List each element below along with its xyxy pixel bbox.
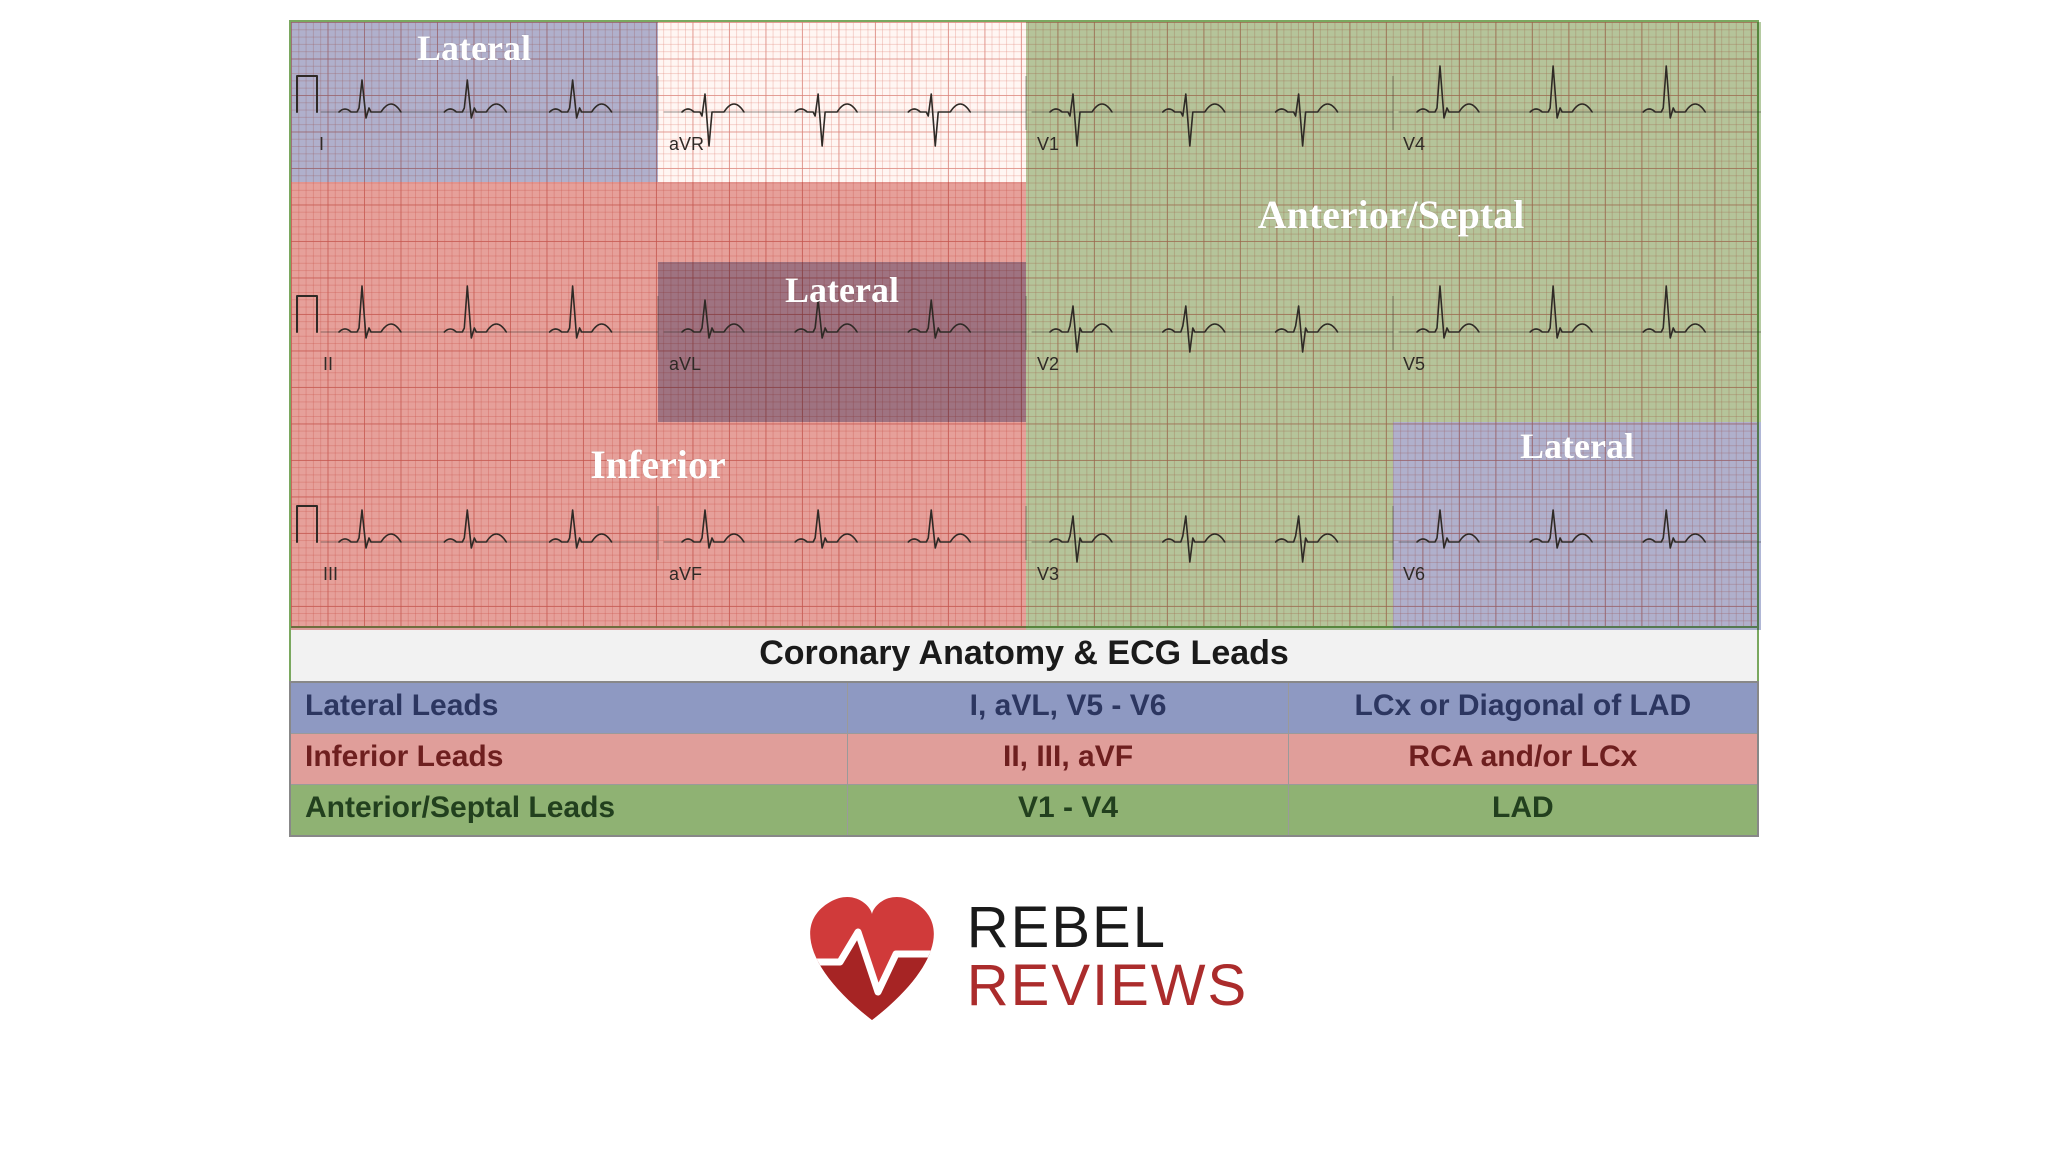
cell-artery: RCA and/or LCx [1288,734,1758,785]
cell-leads: V1 - V4 [848,785,1288,837]
heart-icon [800,892,945,1022]
cell-artery: LAD [1288,785,1758,837]
logo-line2: REVIEWS [967,957,1249,1015]
lead-label-V6: V6 [1403,564,1425,584]
label-lateral-mid: Lateral [785,270,899,310]
logo-line1: REBEL [967,899,1249,957]
lead-label-V5: V5 [1403,354,1425,374]
label-anterior: Anterior/Septal [1258,192,1525,237]
ecg-overlay-svg: IaVR V1 V4 II aVL V2 V5 III aVF V3 V6 Lateral Ante… [291,22,1761,630]
diagram-title: Coronary Anatomy & ECG Leads [289,628,1759,681]
lead-label-III: III [323,564,338,584]
cell-artery: LCx or Diagonal of LAD [1288,682,1758,734]
cell-group: Anterior/Septal Leads [290,785,848,837]
cell-leads: II, III, aVF [848,734,1288,785]
table-row: Inferior LeadsII, III, aVFRCA and/or LCx [290,734,1758,785]
lead-label-aVL: aVL [669,354,701,374]
cell-group: Inferior Leads [290,734,848,785]
cell-leads: I, aVL, V5 - V6 [848,682,1288,734]
lead-label-V2: V2 [1037,354,1059,374]
label-lateral-right: Lateral [1520,426,1634,466]
lead-label-V4: V4 [1403,134,1425,154]
logo: REBEL REVIEWS [289,892,1759,1022]
lead-label-II: II [323,354,333,374]
table-row: Lateral LeadsI, aVL, V5 - V6LCx or Diago… [290,682,1758,734]
logo-text: REBEL REVIEWS [967,899,1249,1015]
lead-label-aVF: aVF [669,564,702,584]
lead-label-V1: V1 [1037,134,1059,154]
lead-label-I: I [319,134,324,154]
label-lateral-top: Lateral [417,28,531,68]
lead-label-V3: V3 [1037,564,1059,584]
label-inferior: Inferior [590,442,726,487]
ecg-panel: IaVR V1 V4 II aVL V2 V5 III aVF V3 V6 Lateral Ante… [289,20,1759,628]
table-row: Anterior/Septal LeadsV1 - V4LAD [290,785,1758,837]
lead-label-aVR: aVR [669,134,704,154]
region-anterior-v3 [1026,422,1393,630]
leads-table: Lateral LeadsI, aVL, V5 - V6LCx or Diago… [289,681,1759,837]
cell-group: Lateral Leads [290,682,848,734]
